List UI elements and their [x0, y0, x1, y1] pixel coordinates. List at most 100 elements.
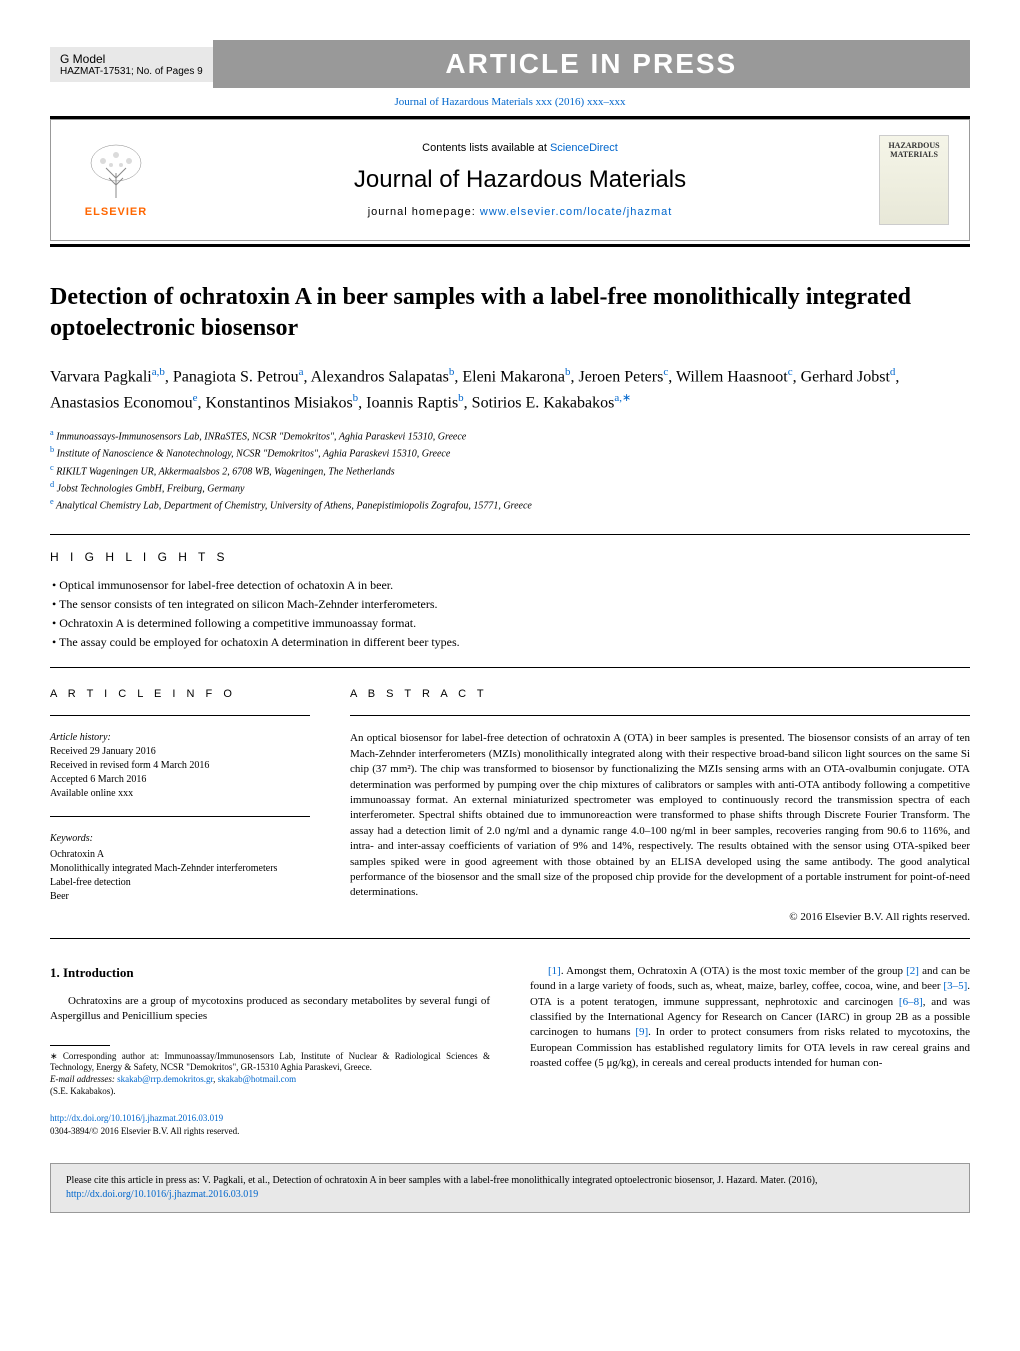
cover-title-2: MATERIALS: [890, 150, 938, 159]
author-affil[interactable]: d: [890, 366, 896, 378]
elsevier-logo: ELSEVIER: [71, 135, 161, 225]
citation-ref[interactable]: [1]: [548, 965, 561, 977]
cite-doi-link[interactable]: http://dx.doi.org/10.1016/j.jhazmat.2016…: [66, 1189, 258, 1200]
email-label: E-mail addresses:: [50, 1074, 117, 1084]
authors-list: Varvara Pagkalia,b, Panagiota S. Petroua…: [50, 364, 970, 415]
journal-masthead: ELSEVIER Contents lists available at Sci…: [50, 119, 970, 241]
keywords-label: Keywords:: [50, 832, 310, 846]
author-affil[interactable]: e: [193, 392, 198, 404]
keyword: Ochratoxin A: [50, 848, 310, 862]
author-affil[interactable]: a,b: [152, 366, 165, 378]
author-affil[interactable]: a,∗: [614, 392, 631, 404]
issn-copyright: 0304-3894/© 2016 Elsevier B.V. All right…: [50, 1125, 490, 1138]
article-info-column: A R T I C L E I N F O Article history: R…: [50, 688, 310, 922]
contents-text: Contents lists available at: [422, 142, 550, 154]
cite-text: Please cite this article in press as: V.…: [66, 1175, 818, 1186]
citation-ref[interactable]: [9]: [635, 1026, 648, 1038]
corresponding-author-footnote: ∗ Corresponding author at: Immunoassay/I…: [50, 1051, 490, 1074]
column-right: [1]. Amongst them, Ochratoxin A (OTA) is…: [530, 964, 970, 1138]
keyword: Label-free detection: [50, 876, 310, 890]
divider: [50, 534, 970, 535]
history-item: Available online xxx: [50, 787, 310, 801]
author: Konstantinos Misiakos: [206, 394, 353, 411]
keyword: Monolithically integrated Mach-Zehnder i…: [50, 862, 310, 876]
abstract-column: A B S T R A C T An optical biosensor for…: [350, 688, 970, 922]
affiliations-block: a Immunoassays-Immunosensors Lab, INRaST…: [50, 427, 970, 514]
divider: [50, 938, 970, 939]
highlight-item: The assay could be employed for ochatoxi…: [52, 633, 970, 652]
abstract-text: An optical biosensor for label-free dete…: [350, 731, 970, 900]
email-name: (S.E. Kakabakos).: [50, 1086, 490, 1098]
gmodel-label: G Model: [60, 52, 203, 66]
abstract-label: A B S T R A C T: [350, 688, 970, 700]
column-left: 1. Introduction Ochratoxins are a group …: [50, 964, 490, 1138]
section-heading: 1. Introduction: [50, 964, 490, 982]
keyword: Beer: [50, 890, 310, 904]
email-footnote: E-mail addresses: skakab@rrp.demokritos.…: [50, 1074, 490, 1086]
highlights-label: H I G H L I G H T S: [50, 550, 970, 564]
journal-cover-thumbnail: HAZARDOUS MATERIALS: [879, 135, 949, 225]
divider-bar-2: [50, 244, 970, 247]
author: Anastasios Economou: [50, 394, 193, 411]
doi-block: http://dx.doi.org/10.1016/j.jhazmat.2016…: [50, 1112, 490, 1137]
author-affil[interactable]: b: [353, 392, 359, 404]
highlight-item: The sensor consists of ten integrated on…: [52, 595, 970, 614]
citation-ref[interactable]: [2]: [906, 965, 919, 977]
journal-homepage: journal homepage: www.elsevier.com/locat…: [181, 206, 859, 218]
header-row: G Model HAZMAT-17531; No. of Pages 9 ART…: [50, 40, 970, 88]
author-affil[interactable]: a: [299, 366, 304, 378]
article-history: Article history: Received 29 January 201…: [50, 731, 310, 801]
history-item: Received 29 January 2016: [50, 745, 310, 759]
gmodel-box: G Model HAZMAT-17531; No. of Pages 9: [50, 47, 213, 82]
sciencedirect-link[interactable]: ScienceDirect: [550, 142, 618, 154]
journal-name: Journal of Hazardous Materials: [181, 166, 859, 194]
author-affil[interactable]: b: [458, 392, 464, 404]
homepage-prefix: journal homepage:: [368, 206, 480, 218]
homepage-link[interactable]: www.elsevier.com/locate/jhazmat: [480, 206, 672, 218]
affiliation: c RIKILT Wageningen UR, Akkermaalsbos 2,…: [50, 462, 970, 479]
affiliation: e Analytical Chemistry Lab, Department o…: [50, 496, 970, 513]
history-label: Article history:: [50, 731, 310, 745]
history-item: Received in revised form 4 March 2016: [50, 759, 310, 773]
email-link[interactable]: skakab@hotmail.com: [218, 1074, 297, 1084]
affiliation: d Jobst Technologies GmbH, Freiburg, Ger…: [50, 479, 970, 496]
cover-title-1: HAZARDOUS: [888, 141, 939, 150]
affiliation: a Immunoassays-Immunosensors Lab, INRaST…: [50, 427, 970, 444]
author-affil[interactable]: b: [449, 366, 455, 378]
author: Willem Haasnoot: [676, 369, 788, 386]
citation-ref[interactable]: [6–8]: [899, 996, 923, 1008]
history-item: Accepted 6 March 2016: [50, 773, 310, 787]
divider: [50, 667, 970, 668]
hazmat-id: HAZMAT-17531; No. of Pages 9: [60, 66, 203, 77]
elsevier-text: ELSEVIER: [85, 206, 147, 218]
highlight-item: Ochratoxin A is determined following a c…: [52, 614, 970, 633]
elsevier-tree-icon: [81, 143, 151, 203]
article-info-label: A R T I C L E I N F O: [50, 688, 310, 700]
divider: [350, 715, 970, 716]
author: Panagiota S. Petrou: [173, 369, 299, 386]
article-in-press-banner: ARTICLE IN PRESS: [213, 40, 970, 88]
author: Alexandros Salapatas: [311, 369, 449, 386]
doi-link[interactable]: http://dx.doi.org/10.1016/j.jhazmat.2016…: [50, 1112, 490, 1125]
affiliation: b Institute of Nanoscience & Nanotechnol…: [50, 444, 970, 461]
journal-reference-link[interactable]: Journal of Hazardous Materials xxx (2016…: [50, 96, 970, 108]
author: Gerhard Jobst: [801, 369, 890, 386]
author-affil[interactable]: c: [788, 366, 793, 378]
author: Sotirios E. Kakabakos: [472, 394, 615, 411]
email-link[interactable]: skakab@rrp.demokritos.gr: [117, 1074, 213, 1084]
divider: [50, 816, 310, 817]
contents-available: Contents lists available at ScienceDirec…: [181, 142, 859, 154]
body-paragraph: [1]. Amongst them, Ochratoxin A (OTA) is…: [530, 964, 970, 1072]
journal-center: Contents lists available at ScienceDirec…: [181, 142, 859, 218]
author-affil[interactable]: c: [663, 366, 668, 378]
keywords-block: Keywords: Ochratoxin A Monolithically in…: [50, 832, 310, 904]
body-paragraph: Ochratoxins are a group of mycotoxins pr…: [50, 994, 490, 1025]
body-two-column: 1. Introduction Ochratoxins are a group …: [50, 964, 970, 1138]
info-abstract-row: A R T I C L E I N F O Article history: R…: [50, 688, 970, 922]
author-affil[interactable]: b: [565, 366, 571, 378]
article-title: Detection of ochratoxin A in beer sample…: [50, 282, 970, 344]
highlight-item: Optical immunosensor for label-free dete…: [52, 576, 970, 595]
author: Varvara Pagkali: [50, 369, 152, 386]
citation-ref[interactable]: [3–5]: [943, 980, 967, 992]
author: Ioannis Raptis: [366, 394, 458, 411]
